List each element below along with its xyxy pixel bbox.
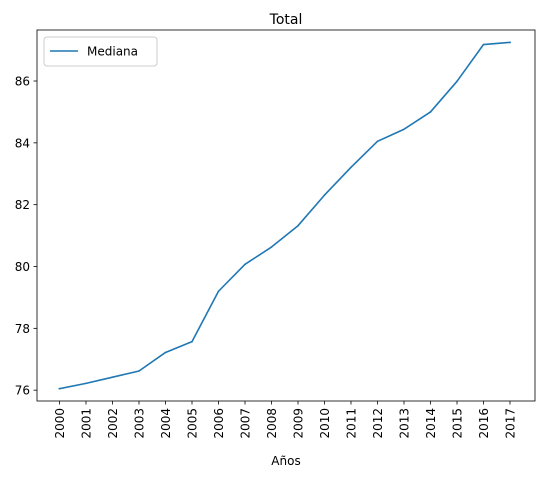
x-tick-label: 2003 [133, 408, 147, 439]
data-point [164, 351, 167, 354]
x-tick-label: 2009 [292, 408, 306, 439]
x-tick-label: 2004 [159, 408, 173, 439]
x-tick-label: 2013 [398, 408, 412, 439]
x-axis: 2000 2001 2002 2003 2004 2005 2006 2007 2008 2009… [53, 401, 518, 439]
data-point [85, 382, 87, 385]
legend: Mediana [43, 36, 158, 67]
legend-box [43, 36, 158, 67]
y-tick-label: 86 [15, 75, 30, 89]
x-tick-label: 2005 [186, 408, 200, 439]
data-point [58, 387, 61, 390]
x-tick-label: 2002 [106, 408, 120, 439]
plot-frame [36, 29, 536, 402]
x-tick-label: 2008 [265, 408, 279, 439]
x-tick-label: 2006 [212, 408, 226, 439]
x-tick-label: 2007 [239, 408, 253, 439]
x-tick-label: 2012 [371, 408, 385, 439]
y-tick-label: 82 [15, 198, 30, 212]
data-point [244, 263, 246, 266]
data-point [376, 140, 379, 143]
data-point [509, 41, 511, 44]
data-point [191, 340, 193, 343]
y-tick-label: 76 [15, 384, 30, 398]
x-tick-label: 2017 [504, 408, 518, 439]
data-point [482, 43, 485, 46]
data-point [111, 376, 114, 378]
chart-title: Total [269, 12, 303, 28]
x-tick-label: 2016 [477, 408, 491, 439]
data-point [297, 224, 299, 227]
y-axis: 76 78 80 82 84 86 [15, 75, 37, 398]
x-tick-label: 2001 [80, 408, 94, 439]
data-point [323, 194, 326, 196]
x-tick-label: 2000 [53, 408, 67, 439]
data-point [217, 290, 220, 293]
data-point [138, 370, 140, 372]
x-tick-label: 2015 [451, 408, 465, 439]
legend-label: Mediana [87, 45, 138, 59]
data-point [403, 128, 405, 131]
y-tick-label: 84 [15, 136, 30, 150]
data-point [350, 166, 352, 169]
data-point [456, 80, 458, 83]
y-tick-label: 78 [15, 322, 30, 336]
series-layer [58, 41, 511, 390]
data-point [270, 246, 273, 248]
x-tick-label: 2010 [318, 408, 332, 439]
x-tick-label: 2011 [345, 408, 359, 439]
data-point [429, 111, 432, 113]
x-axis-label: Años [271, 454, 300, 468]
x-tick-label: 2014 [424, 408, 438, 439]
y-tick-label: 80 [15, 260, 30, 274]
series-line [58, 41, 511, 390]
